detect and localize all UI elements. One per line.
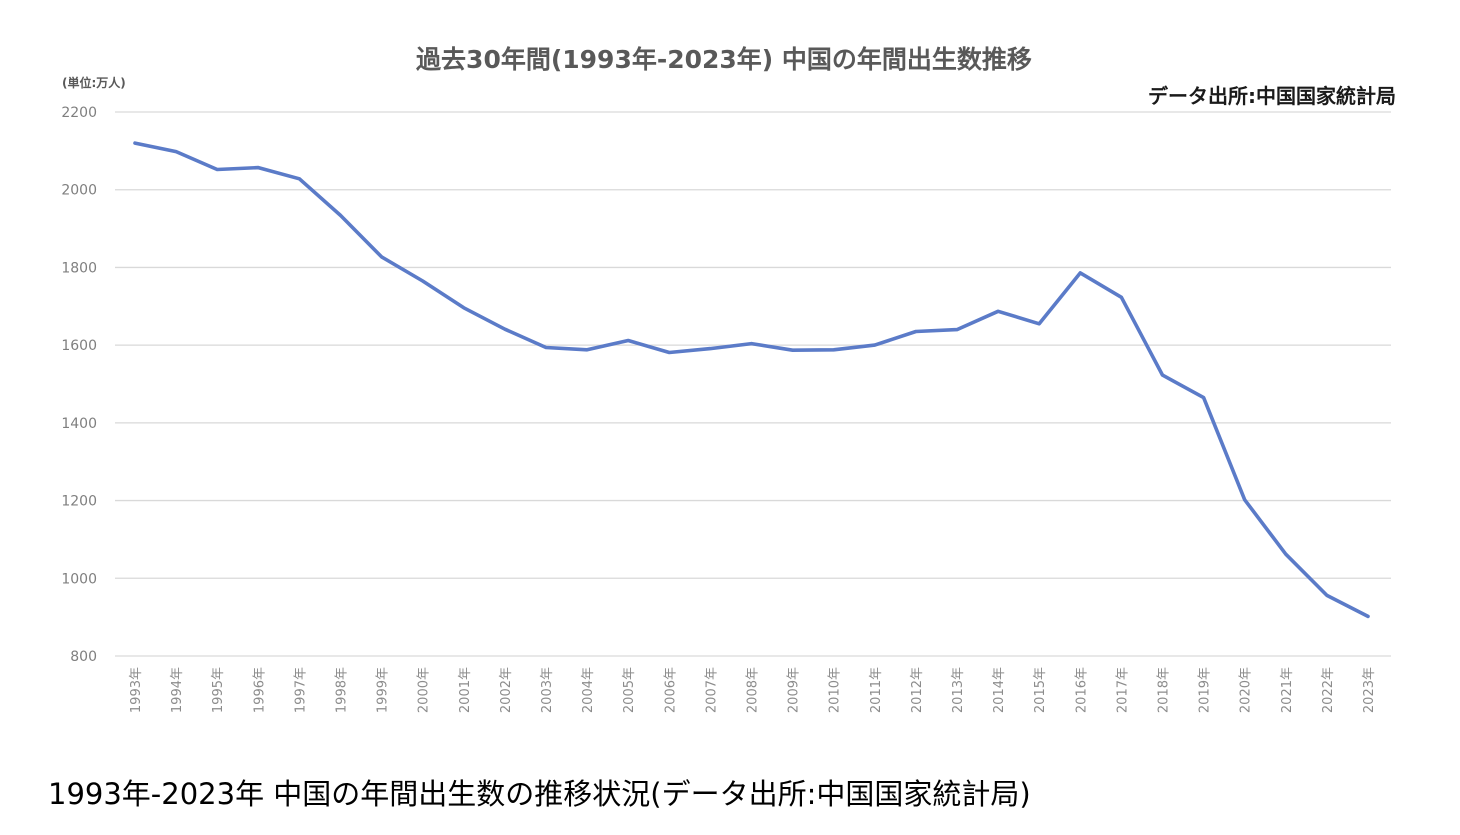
- x-tick-label: 2010年: [828, 667, 843, 713]
- y-tick-label: 800: [70, 649, 97, 665]
- x-axis-ticks: 1993年 1994年 1995年 1996年 1997年 1998年 1999年 2000年…: [129, 667, 1377, 713]
- x-tick-label: 2021年: [1280, 667, 1295, 713]
- y-tick-label: 1000: [61, 571, 97, 587]
- x-tick-label: 2014年: [992, 667, 1007, 713]
- x-tick-label: 2012年: [910, 667, 925, 713]
- x-tick-label: 2006年: [663, 667, 678, 713]
- x-tick-label: 2019年: [1198, 667, 1213, 713]
- x-tick-label: 2022年: [1321, 667, 1336, 713]
- x-tick-label: 2013年: [951, 667, 966, 713]
- x-tick-label: 2007年: [704, 667, 719, 713]
- source-note: データ出所:中国国家統計局: [1148, 84, 1396, 108]
- x-tick-label: 2008年: [746, 667, 761, 713]
- y-tick-label: 1200: [61, 494, 97, 510]
- x-tick-label: 2015年: [1033, 667, 1048, 713]
- x-tick-label: 2011年: [869, 667, 884, 713]
- chart-title: 過去30年間(1993年-2023年) 中国の年間出生数推移: [416, 45, 1032, 74]
- line-chart: 過去30年間(1993年-2023年) 中国の年間出生数推移 (単位:万人) デ…: [61, 45, 1396, 713]
- unit-label: (単位:万人): [62, 75, 126, 90]
- x-tick-label: 2020年: [1239, 667, 1254, 713]
- x-tick-label: 1995年: [211, 667, 226, 713]
- figure-caption: 1993年-2023年 中国の年間出生数の推移状況(データ出所:中国国家統計局): [48, 777, 1031, 811]
- gridlines: [115, 111, 1391, 657]
- x-tick-label: 1993年: [129, 667, 144, 713]
- y-tick-label: 1800: [61, 260, 97, 276]
- x-tick-label: 1994年: [170, 667, 185, 713]
- y-tick-label: 1400: [61, 416, 97, 432]
- x-tick-label: 2023年: [1362, 667, 1377, 713]
- x-tick-label: 2002年: [499, 667, 514, 713]
- x-tick-label: 2016年: [1074, 667, 1089, 713]
- x-tick-label: 2000年: [417, 667, 432, 713]
- x-tick-label: 2003年: [540, 667, 555, 713]
- y-tick-label: 2000: [61, 183, 97, 199]
- y-axis-ticks: 2200 2000 1800 1600 1400 1200 1000 800: [61, 105, 97, 665]
- y-tick-label: 2200: [61, 105, 97, 121]
- x-tick-label: 2001年: [458, 667, 473, 713]
- x-tick-label: 2005年: [622, 667, 637, 713]
- x-tick-label: 2009年: [787, 667, 802, 713]
- x-tick-label: 1998年: [335, 667, 350, 713]
- births-series-line: [133, 141, 1370, 619]
- x-tick-label: 2004年: [581, 667, 596, 713]
- x-tick-label: 2017年: [1115, 667, 1130, 713]
- x-tick-label: 1997年: [293, 667, 308, 713]
- x-tick-label: 2018年: [1157, 667, 1172, 713]
- x-tick-label: 1996年: [252, 667, 267, 713]
- y-tick-label: 1600: [61, 338, 97, 354]
- x-tick-label: 1999年: [376, 667, 391, 713]
